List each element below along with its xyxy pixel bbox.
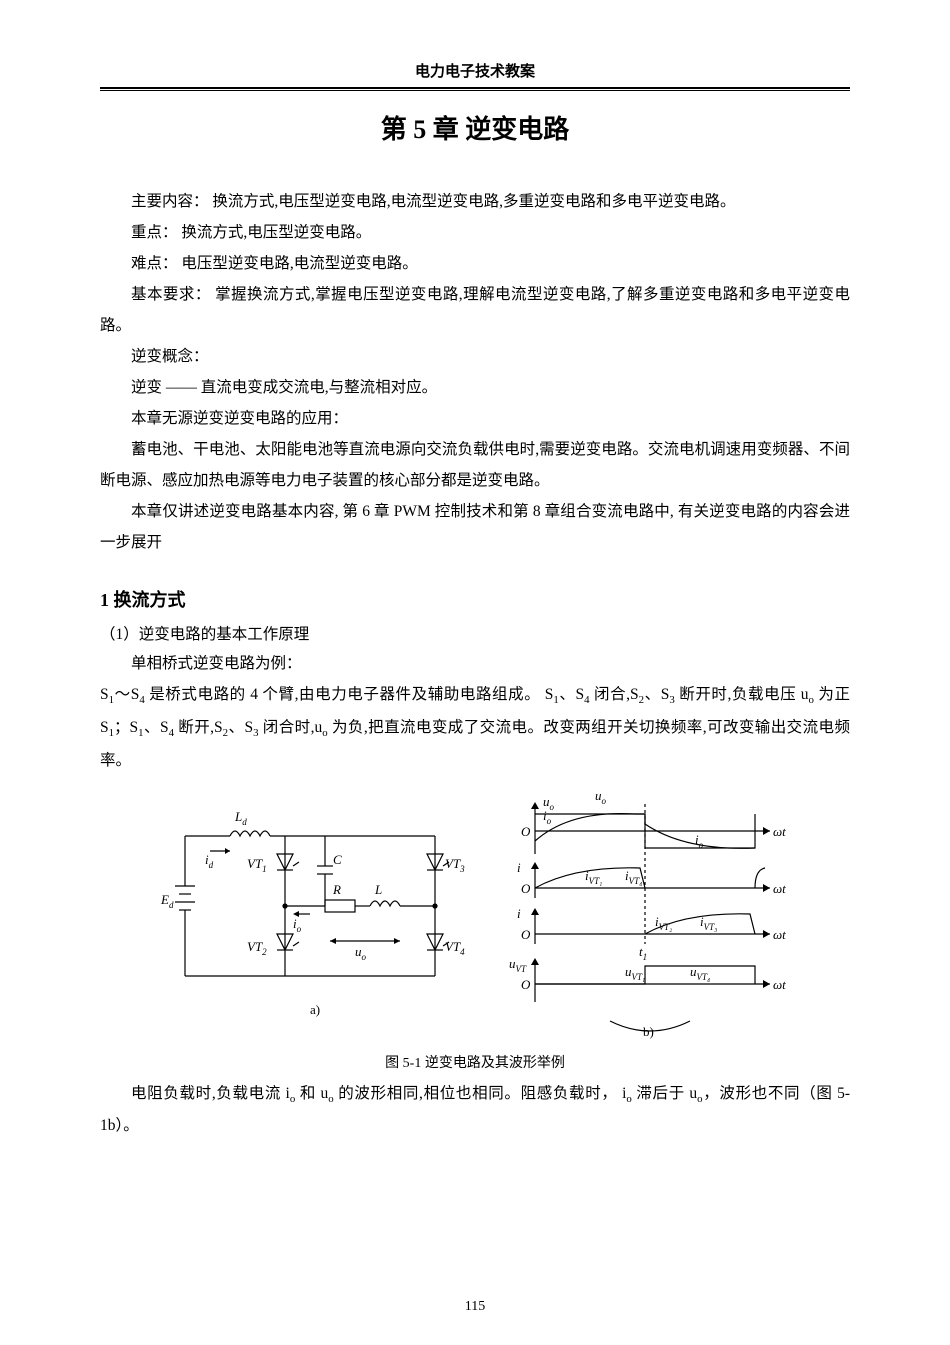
t: 闭合时,u [259, 719, 323, 736]
t: ～S [114, 686, 139, 703]
t: 滞后于 u [632, 1085, 697, 1102]
svg-text:O: O [521, 927, 531, 942]
svg-text:i: i [517, 906, 521, 921]
body: 单相桥式逆变电路为例： S1～S4 是桥式电路的 4 个臂,由电力电子器件及辅助… [100, 648, 850, 776]
t: 、S [144, 719, 169, 736]
svg-text:iVT₁: iVT₁ [585, 868, 602, 886]
svg-text:ωt: ωt [773, 927, 786, 942]
t: 断开,S [174, 719, 223, 736]
section-title: 1 换流方式 [100, 586, 850, 612]
svg-text:uo: uo [355, 944, 367, 962]
svg-text:iVT₂: iVT₂ [655, 914, 672, 932]
para: 主要内容： 换流方式,电压型逆变电路,电流型逆变电路,多重逆变电路和多电平逆变电… [100, 186, 850, 217]
body: 主要内容： 换流方式,电压型逆变电路,电流型逆变电路,多重逆变电路和多电平逆变电… [100, 186, 850, 558]
svg-text:O: O [521, 977, 531, 992]
t: 、S [559, 686, 584, 703]
svg-text:ωt: ωt [773, 824, 786, 839]
svg-text:io: io [695, 832, 704, 850]
t: 、S [228, 719, 253, 736]
svg-text:O: O [521, 881, 531, 896]
para: 难点： 电压型逆变电路,电流型逆变电路。 [100, 248, 850, 279]
para: 本章仅讲述逆变电路基本内容, 第 6 章 PWM 控制技术和第 8 章组合变流电… [100, 496, 850, 558]
chapter-title: 第 5 章 逆变电路 [100, 109, 850, 146]
page-header: 电力电子技术教案 [100, 60, 850, 81]
page-number: 115 [0, 1299, 950, 1315]
svg-text:R: R [332, 882, 341, 897]
t: 电阻负载时,负载电流 i [131, 1085, 290, 1102]
para: 逆变 —— 直流电变成交流电,与整流相对应。 [100, 372, 850, 403]
figure-caption: 图 5-1 逆变电路及其波形举例 [100, 1052, 850, 1072]
para: S1～S4 是桥式电路的 4 个臂,由电力电子器件及辅助电路组成。 S1、S4 … [100, 679, 850, 776]
para: 本章无源逆变逆变电路的应用： [100, 403, 850, 434]
svg-text:uVT: uVT [509, 956, 527, 974]
svg-text:VT3: VT3 [445, 856, 465, 874]
t: 、S [644, 686, 669, 703]
svg-text:VT2: VT2 [247, 939, 267, 957]
para: 重点： 换流方式,电压型逆变电路。 [100, 217, 850, 248]
svg-text:id: id [205, 852, 214, 870]
svg-text:uVT₁: uVT₁ [625, 964, 645, 982]
svg-text:io: io [293, 916, 302, 934]
header-rule [100, 87, 850, 91]
body: 电阻负载时,负载电流 io 和 uo 的波形相同,相位也相同。阻感负载时， io… [100, 1078, 850, 1142]
para: 电阻负载时,负载电流 io 和 uo 的波形相同,相位也相同。阻感负载时， io… [100, 1078, 850, 1142]
svg-text:ωt: ωt [773, 881, 786, 896]
svg-text:L: L [374, 882, 382, 897]
para: 蓄电池、干电池、太阳能电池等直流电源向交流负载供电时,需要逆变电路。交流电机调速… [100, 434, 850, 496]
svg-text:uVT₄: uVT₄ [690, 964, 710, 982]
svg-text:Ld: Ld [234, 809, 247, 827]
svg-text:uo: uo [595, 788, 607, 806]
svg-text:a): a) [310, 1002, 320, 1017]
svg-text:iVT₃: iVT₃ [700, 914, 717, 932]
t: 闭合,S [590, 686, 639, 703]
svg-text:C: C [333, 852, 342, 867]
para: 逆变概念： [100, 341, 850, 372]
svg-text:i: i [517, 860, 521, 875]
svg-text:iVT₄: iVT₄ [625, 868, 642, 886]
t: 是桥式电路的 4 个臂,由电力电子器件及辅助电路组成。 S [145, 686, 554, 703]
svg-text:O: O [521, 824, 531, 839]
svg-text:t1: t1 [639, 944, 647, 962]
t: 和 u [295, 1085, 328, 1102]
t: ；S [114, 719, 138, 736]
svg-text:VT4: VT4 [445, 939, 465, 957]
subsection-title: （1）逆变电路的基本工作原理 [100, 622, 850, 644]
svg-text:b): b) [643, 1024, 654, 1039]
svg-text:VT1: VT1 [247, 856, 267, 874]
svg-text:ωt: ωt [773, 977, 786, 992]
svg-text:Ed: Ed [160, 892, 174, 910]
figure-svg: Ld id Ed VT1 [155, 786, 795, 1041]
t: S [100, 686, 109, 703]
figure-5-1: Ld id Ed VT1 [100, 786, 850, 1046]
t: 的波形相同,相位也相同。阻感负载时， i [334, 1085, 627, 1102]
para: 单相桥式逆变电路为例： [100, 648, 850, 679]
para: 基本要求： 掌握换流方式,掌握电压型逆变电路,理解电流型逆变电路,了解多重逆变电… [100, 279, 850, 341]
t: 断开时,负载电压 u [675, 686, 809, 703]
